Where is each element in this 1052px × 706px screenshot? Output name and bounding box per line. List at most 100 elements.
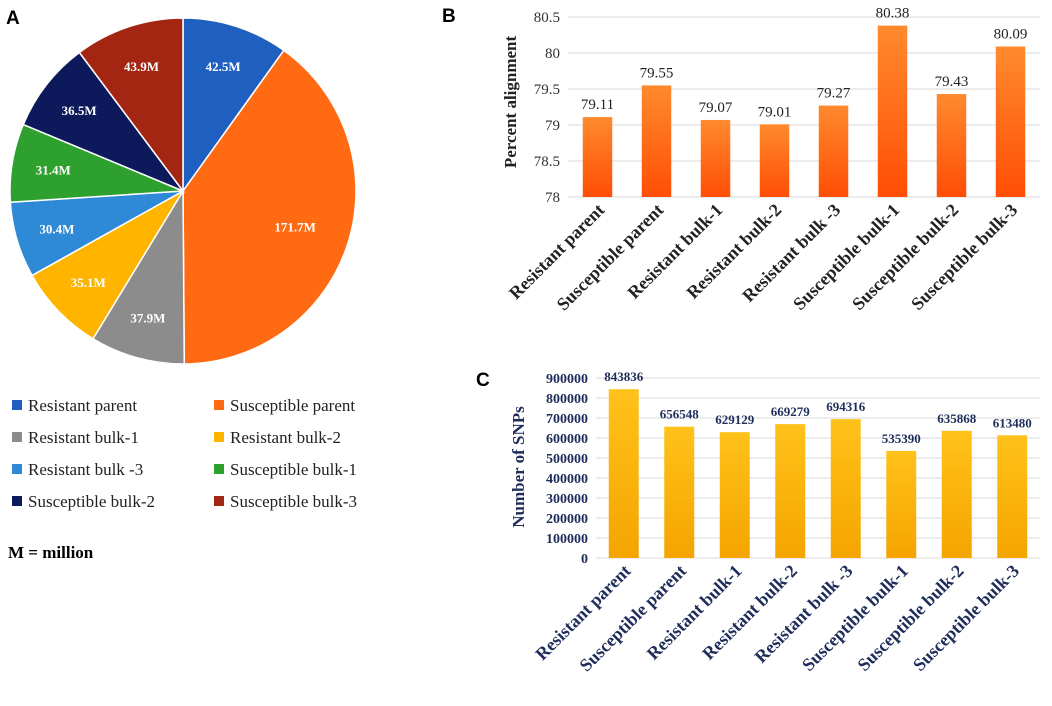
alignment-category-label-7: Susceptible bulk-2: [848, 200, 962, 314]
alignment-bar-4: [759, 124, 790, 197]
snp-y-tick-1: 0: [581, 552, 588, 567]
snp-y-tick-4: 300000: [546, 492, 588, 507]
pie-slices: [9, 17, 357, 365]
alignment-y-tick-6: 80.5: [534, 10, 560, 26]
legend-label-8: Susceptible bulk-3: [230, 492, 357, 511]
legend-swatch-2: [214, 400, 224, 410]
pie-slice-label-1: 42.5M: [206, 59, 241, 74]
alignment-category-label-2: Susceptible parent: [553, 200, 668, 315]
snp-value-label-2: 656548: [660, 407, 700, 422]
alignment-y-tick-2: 78.5: [534, 154, 560, 170]
alignment-gridlines: [568, 16, 1040, 198]
pie-slice-label-3: 37.9M: [130, 311, 165, 326]
snp-y-tick-2: 100000: [546, 532, 588, 547]
snp-y-tick-9: 800000: [546, 392, 588, 407]
legend-swatch-4: [214, 432, 224, 442]
pie-labels: 42.5M 171.7M 37.9M 35.1M 30.4M 31.4M 36.5M 43.9…: [36, 59, 316, 326]
pie-slice-label-5: 30.4M: [39, 221, 74, 236]
alignment-value-label-2: 79.55: [640, 65, 674, 81]
alignment-bar-chart: 78 78.5 79 79.5 80 80.5 79.11 79.55 79.07 79.01 7…: [501, 6, 1040, 315]
snp-category-label-5: Resistant bulk -3: [751, 561, 857, 667]
snp-value-label-6: 535390: [882, 431, 921, 446]
alignment-bar-1: [582, 117, 613, 197]
alignment-bar-7: [936, 94, 967, 197]
alignment-bar-5: [818, 105, 849, 197]
pie-slice-label-2: 171.7M: [274, 220, 316, 235]
million-note: M = million: [8, 543, 94, 562]
alignment-category-label-8: Susceptible bulk-3: [907, 200, 1021, 314]
alignment-value-label-3: 79.07: [699, 100, 733, 116]
panel-c-letter: C: [476, 370, 490, 391]
alignment-value-label-4: 79.01: [758, 104, 792, 120]
snp-bars: [608, 389, 1028, 558]
legend-label-4: Resistant bulk-2: [230, 428, 341, 447]
snp-category-label-3: Resistant bulk-1: [643, 561, 746, 664]
snp-bar-8: [997, 435, 1028, 558]
alignment-value-label-7: 79.43: [935, 74, 969, 90]
pie-slice-7: [22, 51, 186, 193]
pie-slice-4: [30, 188, 186, 340]
alignment-bar-2: [641, 85, 672, 197]
snp-y-axis-label: Number of SNPs: [509, 406, 528, 528]
legend-swatch-6: [214, 464, 224, 474]
snp-y-tick-10: 900000: [546, 372, 588, 387]
pie-slice-label-4: 35.1M: [71, 275, 106, 290]
pie-slice-label-8: 43.9M: [124, 59, 159, 74]
alignment-data-labels: 79.11 79.55 79.07 79.01 79.27 80.38 79.43 80.09: [581, 6, 1027, 121]
legend-swatch-1: [12, 400, 22, 410]
alignment-value-label-5: 79.27: [817, 86, 851, 102]
alignment-category-label-6: Susceptible bulk-1: [789, 200, 903, 314]
legend-label-1: Resistant parent: [28, 396, 137, 415]
snp-category-label-1: Resistant parent: [531, 561, 634, 664]
snp-value-label-4: 669279: [771, 404, 811, 419]
snp-y-tick-7: 600000: [546, 432, 588, 447]
snp-y-tick-5: 400000: [546, 472, 588, 487]
snp-value-label-3: 629129: [715, 412, 755, 427]
pie-slice-1: [182, 17, 285, 194]
alignment-y-tick-1: 78: [545, 190, 560, 206]
snp-category-label-8: Susceptible bulk-3: [909, 561, 1023, 675]
pie-slice-label-6: 31.4M: [36, 163, 71, 178]
legend-swatch-7: [12, 496, 22, 506]
snp-data-labels: 843836 656548 629129 669279 694316 535390 6358…: [604, 369, 1031, 446]
alignment-y-tick-3: 79: [545, 118, 560, 134]
snp-value-label-1: 843836: [604, 369, 644, 384]
alignment-bar-8: [995, 46, 1026, 197]
snp-y-ticks: 0 100000 200000 300000 400000 500000 600000 700…: [546, 372, 588, 567]
alignment-y-ticks: 78 78.5 79 79.5 80 80.5: [534, 10, 560, 206]
legend-swatch-3: [12, 432, 22, 442]
alignment-y-tick-5: 80: [545, 46, 560, 62]
snp-gridlines: [596, 377, 1040, 559]
pie-slice-label-7: 36.5M: [62, 103, 97, 118]
snp-bar-chart: 0 100000 200000 300000 400000 500000 600000 700…: [509, 369, 1040, 675]
alignment-bar-3: [700, 119, 731, 197]
legend-label-5: Resistant bulk -3: [28, 460, 143, 479]
snp-bar-7: [941, 430, 972, 558]
snp-y-tick-3: 200000: [546, 512, 588, 527]
panel-a-letter: A: [6, 8, 20, 29]
legend-label-2: Susceptible parent: [230, 396, 355, 415]
snp-bar-2: [664, 426, 695, 558]
legend-label-3: Resistant bulk-1: [28, 428, 139, 447]
snp-y-tick-8: 700000: [546, 412, 588, 427]
legend-label-7: Susceptible bulk-2: [28, 492, 155, 511]
pie-slice-3: [91, 188, 186, 365]
legend-swatch-8: [214, 496, 224, 506]
snp-y-tick-6: 500000: [546, 452, 588, 467]
legend-swatch-5: [12, 464, 22, 474]
alignment-value-label-1: 79.11: [581, 97, 614, 113]
snp-value-label-8: 613480: [993, 415, 1032, 430]
alignment-y-axis-label: Percent alignment: [501, 35, 520, 168]
snp-category-label-4: Resistant bulk-2: [698, 561, 801, 664]
snp-bar-1: [608, 389, 639, 558]
alignment-bars: [582, 25, 1026, 197]
snp-bar-6: [886, 450, 917, 558]
alignment-value-label-6: 80.38: [876, 6, 910, 22]
alignment-bar-6: [877, 25, 908, 197]
pie-chart-panel: 42.5M 171.7M 37.9M 35.1M 30.4M 31.4M 36.5M 43.9…: [8, 17, 357, 562]
alignment-y-tick-4: 79.5: [534, 82, 560, 98]
snp-value-label-7: 635868: [937, 411, 977, 426]
